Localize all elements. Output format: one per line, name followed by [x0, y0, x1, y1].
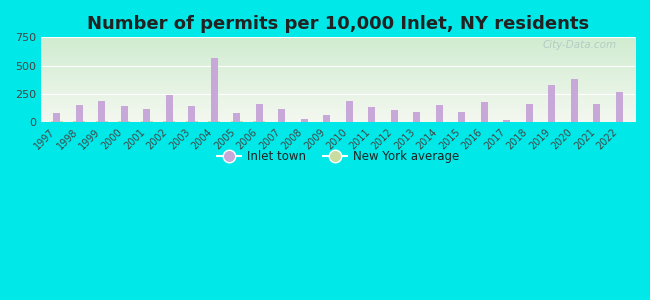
Legend: Inlet town, New York average: Inlet town, New York average — [213, 145, 463, 167]
Bar — [369, 107, 375, 122]
Bar — [256, 103, 263, 122]
Bar — [53, 113, 60, 122]
Bar — [76, 105, 83, 122]
Bar — [616, 92, 623, 122]
Bar — [98, 101, 105, 122]
Bar — [593, 104, 600, 122]
Bar — [391, 110, 398, 122]
Bar — [144, 109, 150, 122]
Bar — [346, 101, 352, 122]
Bar — [549, 85, 555, 122]
Bar — [278, 109, 285, 122]
Text: City-Data.com: City-Data.com — [543, 40, 618, 50]
Bar — [413, 112, 420, 122]
Bar — [526, 104, 532, 122]
Bar — [233, 113, 240, 122]
Bar — [301, 119, 307, 122]
Bar — [458, 112, 465, 122]
Bar — [503, 120, 510, 122]
Bar — [211, 58, 218, 122]
Title: Number of permits per 10,000 Inlet, NY residents: Number of permits per 10,000 Inlet, NY r… — [87, 15, 589, 33]
Bar — [73, 121, 85, 122]
Bar — [481, 102, 488, 122]
Bar — [163, 121, 176, 122]
Bar — [571, 79, 578, 122]
Bar — [166, 95, 173, 122]
Bar — [188, 106, 195, 122]
Bar — [121, 106, 127, 122]
Bar — [323, 115, 330, 122]
Bar — [436, 105, 443, 122]
